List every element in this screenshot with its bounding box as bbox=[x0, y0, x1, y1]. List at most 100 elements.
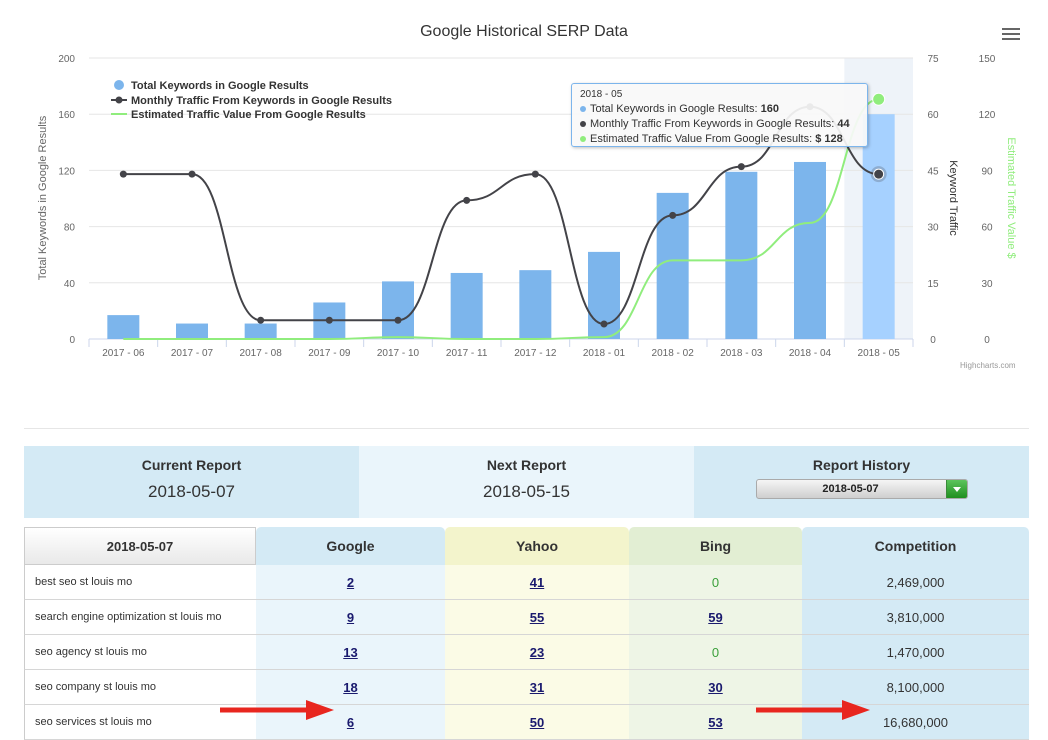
current-report: Current Report 2018-05-07 bbox=[24, 446, 359, 518]
table-row: seo services st louis mo 6 50 53 16,680,… bbox=[24, 705, 1029, 740]
legend-label: Monthly Traffic From Keywords in Google … bbox=[131, 95, 392, 107]
chart-tooltip: 2018 - 05 Total Keywords in Google Resul… bbox=[571, 83, 868, 147]
yahoo-rank-link[interactable]: 55 bbox=[529, 609, 545, 625]
point-keyword-traffic bbox=[188, 170, 196, 178]
line-keyword-traffic bbox=[123, 105, 879, 326]
bing-rank-link[interactable]: 53 bbox=[708, 714, 723, 730]
x-tick-label: 2018 - 02 bbox=[652, 348, 695, 359]
y-right2-axis-title: Estimated Traffic Value $ bbox=[1005, 137, 1017, 258]
point-keyword-traffic bbox=[737, 163, 745, 171]
table-row: seo company st louis mo 18 31 30 8,100,0… bbox=[24, 670, 1029, 705]
header-competition: Competition bbox=[802, 527, 1029, 565]
yahoo-rank-link[interactable]: 41 bbox=[529, 574, 545, 590]
y-right2-tick-label: 120 bbox=[979, 110, 996, 121]
rankings-table: 2018-05-07 Google Yahoo Bing Competition… bbox=[24, 527, 1029, 740]
point-keyword-traffic bbox=[873, 168, 885, 180]
legend-symbol-dot bbox=[115, 96, 123, 104]
x-tick-label: 2018 - 03 bbox=[720, 348, 763, 359]
tooltip-value: 44 bbox=[837, 118, 850, 130]
next-report-label: Next Report bbox=[486, 457, 567, 473]
competition-cell: 2,469,000 bbox=[802, 565, 1029, 600]
point-keyword-traffic bbox=[394, 316, 402, 324]
tooltip-row-traffic: Monthly Traffic From Keywords in Google … bbox=[580, 117, 859, 132]
chevron-down-icon[interactable] bbox=[945, 480, 967, 498]
x-tick-label: 2017 - 10 bbox=[377, 348, 420, 359]
bar-total-keywords bbox=[382, 281, 414, 339]
hamburger-menu-icon[interactable] bbox=[1002, 28, 1020, 42]
chart-title: Google Historical SERP Data bbox=[420, 23, 628, 40]
tooltip-row-keywords: Total Keywords in Google Results: 160 bbox=[580, 102, 859, 117]
keyword-cell: seo agency st louis mo bbox=[24, 635, 256, 670]
highcharts-credit[interactable]: Highcharts.com bbox=[960, 361, 1016, 370]
y-right2-tick-label: 30 bbox=[981, 279, 993, 290]
y-right1-tick-label: 30 bbox=[927, 223, 939, 234]
bar-total-keywords bbox=[450, 272, 483, 339]
red-arrow-icon bbox=[756, 700, 870, 720]
x-tick-label: 2017 - 07 bbox=[171, 348, 214, 359]
header-google: Google bbox=[256, 527, 445, 565]
y-left-axis-title: Total Keywords in Google Results bbox=[37, 115, 49, 280]
next-report: Next Report 2018-05-15 bbox=[359, 446, 694, 518]
y-right1-tick-label: 0 bbox=[930, 335, 936, 346]
y-right2-tick-label: 60 bbox=[981, 223, 993, 234]
red-arrow-icon bbox=[220, 700, 334, 720]
y-right2-tick-label: 150 bbox=[979, 54, 996, 65]
bar-total-keywords bbox=[725, 171, 758, 339]
dot-icon bbox=[580, 121, 586, 128]
legend-label: Estimated Traffic Value From Google Resu… bbox=[131, 109, 366, 121]
x-tick-label: 2018 - 04 bbox=[789, 348, 832, 359]
x-tick-label: 2017 - 09 bbox=[308, 348, 351, 359]
point-keyword-traffic bbox=[531, 170, 539, 178]
google-rank-link[interactable]: 9 bbox=[346, 609, 355, 625]
y-right2-tick-label: 90 bbox=[981, 166, 993, 177]
yahoo-rank-link[interactable]: 23 bbox=[529, 644, 545, 660]
point-keyword-traffic bbox=[325, 316, 333, 324]
report-history-select[interactable]: 2018-05-07 bbox=[755, 479, 968, 499]
competition-cell: 3,810,000 bbox=[802, 600, 1029, 635]
google-rank-link[interactable]: 13 bbox=[343, 644, 358, 660]
y-left-tick-label: 0 bbox=[69, 335, 75, 346]
point-keyword-traffic bbox=[119, 170, 127, 178]
bing-rank-value: 0 bbox=[711, 644, 720, 660]
y-right1-tick-label: 75 bbox=[927, 54, 939, 65]
tooltip-header: 2018 - 05 bbox=[580, 89, 623, 100]
report-panel: Current Report 2018-05-07 Next Report 20… bbox=[24, 446, 1029, 518]
serp-chart: Google Historical SERP Data 0 0 0 40 15 30 80 30… bbox=[37, 23, 1020, 370]
google-rank-link[interactable]: 18 bbox=[343, 679, 358, 695]
bing-rank-value: 0 bbox=[711, 574, 720, 590]
tooltip-label: Total Keywords in Google Results: bbox=[590, 103, 761, 115]
dot-icon bbox=[580, 106, 586, 113]
competition-cell: 8,100,000 bbox=[802, 670, 1029, 705]
yahoo-rank-link[interactable]: 31 bbox=[529, 679, 545, 695]
tooltip-label: Monthly Traffic From Keywords in Google … bbox=[590, 118, 838, 130]
header-yahoo: Yahoo bbox=[445, 527, 629, 565]
keyword-cell: seo services st louis mo bbox=[24, 705, 256, 740]
y-right1-tick-label: 60 bbox=[927, 110, 939, 121]
y-right2-tick-label: 0 bbox=[984, 335, 990, 346]
bing-rank-link[interactable]: 59 bbox=[708, 609, 723, 625]
x-tick-label: 2017 - 08 bbox=[240, 348, 283, 359]
table-row: seo agency st louis mo 13 23 0 1,470,000 bbox=[24, 635, 1029, 670]
keyword-cell: search engine optimization st louis mo bbox=[24, 600, 256, 635]
legend-symbol-total-keywords bbox=[114, 80, 124, 90]
y-left-tick-label: 120 bbox=[58, 166, 75, 177]
tooltip-value: 160 bbox=[760, 103, 779, 115]
bing-rank-link[interactable]: 30 bbox=[708, 679, 723, 695]
bar-total-keywords bbox=[794, 161, 826, 339]
point-keyword-traffic bbox=[463, 196, 471, 204]
google-rank-link[interactable]: 2 bbox=[346, 574, 355, 590]
y-right1-tick-label: 15 bbox=[927, 279, 939, 290]
legend-label: Total Keywords in Google Results bbox=[131, 80, 309, 92]
yahoo-rank-link[interactable]: 50 bbox=[529, 714, 545, 730]
bar-total-keywords bbox=[244, 323, 277, 339]
section-divider bbox=[24, 428, 1029, 429]
tooltip-label: Estimated Traffic Value From Google Resu… bbox=[590, 133, 816, 145]
google-rank-link[interactable]: 6 bbox=[346, 714, 355, 730]
line-traffic-value bbox=[123, 98, 879, 340]
tooltip-value: $ 128 bbox=[815, 133, 843, 145]
y-left-tick-label: 40 bbox=[64, 279, 76, 290]
y-left-tick-label: 160 bbox=[58, 110, 75, 121]
report-history: Report History 2018-05-07 bbox=[694, 446, 1029, 518]
y-right1-axis-title: Keyword Traffic bbox=[947, 160, 959, 236]
chart-svg: Google Historical SERP Data 0 0 0 40 15 30 80 30… bbox=[37, 23, 1017, 359]
